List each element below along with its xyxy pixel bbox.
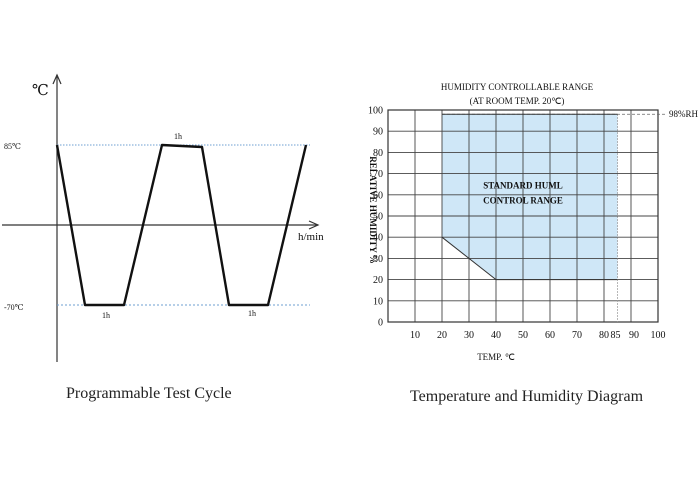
caption-left: Programmable Test Cycle [66, 385, 232, 402]
x-tick-label: 100 [651, 330, 666, 341]
rh-annotation: 98%RH [669, 109, 699, 119]
y-tick-label: 90 [373, 127, 383, 138]
y-tick-label: 30 [373, 254, 383, 265]
region-diagonal-edge [441, 236, 497, 280]
humidity-chart: HUMIDITY CONTROLLABLE RANGE (AT ROOM TEM… [368, 82, 699, 362]
y-tick-label: 10 [373, 296, 383, 307]
x-tick-label: 40 [491, 330, 501, 341]
chart-subtitle: (AT ROOM TEMP. 20℃) [470, 96, 565, 106]
x-axis-label: h/min [298, 231, 324, 243]
x-tick-label: 10 [410, 330, 420, 341]
x-tick-label: 80 [599, 330, 609, 341]
temperature-profile-line [55, 143, 308, 307]
caption-right: Temperature and Humidity Diagram [410, 388, 644, 405]
reference-label-high: 85℃ [4, 142, 21, 151]
segment-duration-label: 1h [248, 309, 256, 318]
y-tick-label: 0 [378, 318, 383, 329]
y-tick-label: 80 [373, 148, 383, 159]
chart-title: HUMIDITY CONTROLLABLE RANGE [441, 82, 594, 92]
control-range-region [442, 114, 618, 280]
x-tick-label: 20 [437, 330, 447, 341]
x-tick-label: 70 [572, 330, 582, 341]
reference-label-low: -70℃ [4, 303, 24, 312]
region-label-line1: STANDARD HUML [483, 180, 563, 190]
x-tick-label: 50 [518, 330, 528, 341]
segment-duration-label: 1h [174, 132, 182, 141]
y-axis-unit-label: ℃ [32, 83, 49, 99]
y-axis-label: RELATIVE HUMIDITY % [368, 156, 378, 264]
region-label-line2: CONTROL RANGE [483, 195, 563, 205]
y-axis-arrow [52, 73, 62, 85]
y-tick-label: 40 [373, 233, 383, 244]
x-tick-label: 30 [464, 330, 474, 341]
y-tick-label: 50 [373, 212, 383, 223]
x-axis-label: TEMP. ℃ [477, 352, 515, 362]
segment-duration-label: 1h [102, 311, 110, 320]
y-tick-label: 70 [373, 169, 383, 180]
x-axis-arrow [308, 220, 320, 230]
plot-frame [387, 109, 659, 323]
y-tick-label: 100 [368, 106, 383, 117]
x-tick-label: 90 [629, 330, 639, 341]
y-tick-label: 20 [373, 275, 383, 286]
test-cycle-chart: ℃ h/min 85℃ -70℃ 1h 1h 1h [2, 73, 324, 362]
x-tick-label: 85 [611, 330, 621, 341]
x-tick-label: 60 [545, 330, 555, 341]
y-tick-label: 60 [373, 190, 383, 201]
